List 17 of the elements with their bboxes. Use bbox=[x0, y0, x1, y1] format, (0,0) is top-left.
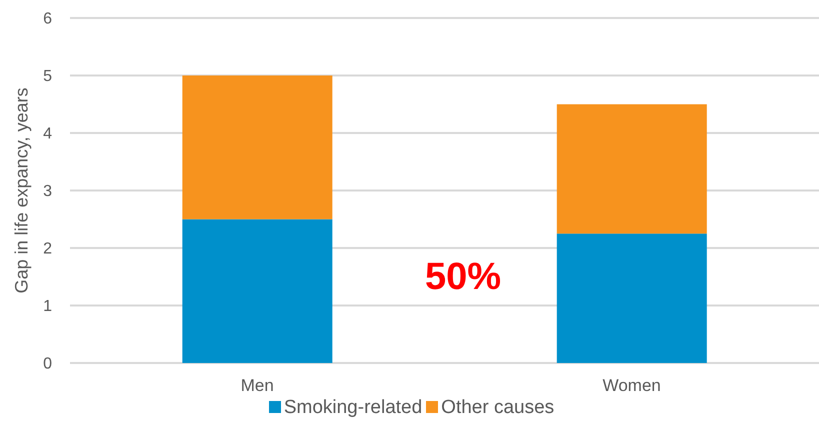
y-tick-label: 3 bbox=[43, 183, 52, 200]
y-axis-title: Gap in life expancy, years bbox=[11, 88, 32, 294]
x-tick-label: Women bbox=[602, 376, 661, 396]
y-tick-label: 4 bbox=[43, 126, 52, 143]
bar bbox=[556, 104, 707, 234]
y-tick-label: 5 bbox=[43, 68, 52, 86]
y-tick-label: 6 bbox=[43, 10, 52, 28]
bar bbox=[182, 219, 332, 363]
legend-label: Other causes bbox=[440, 397, 554, 418]
bar bbox=[182, 76, 332, 220]
y-tick-label: 2 bbox=[43, 240, 52, 258]
y-tick-label: 1 bbox=[43, 298, 52, 316]
y-tick-label: 0 bbox=[43, 356, 52, 373]
bar bbox=[556, 234, 707, 363]
x-tick-label: Men bbox=[240, 376, 274, 396]
annotation: 50% bbox=[424, 256, 502, 299]
legend-label: Smoking-related bbox=[282, 397, 422, 418]
